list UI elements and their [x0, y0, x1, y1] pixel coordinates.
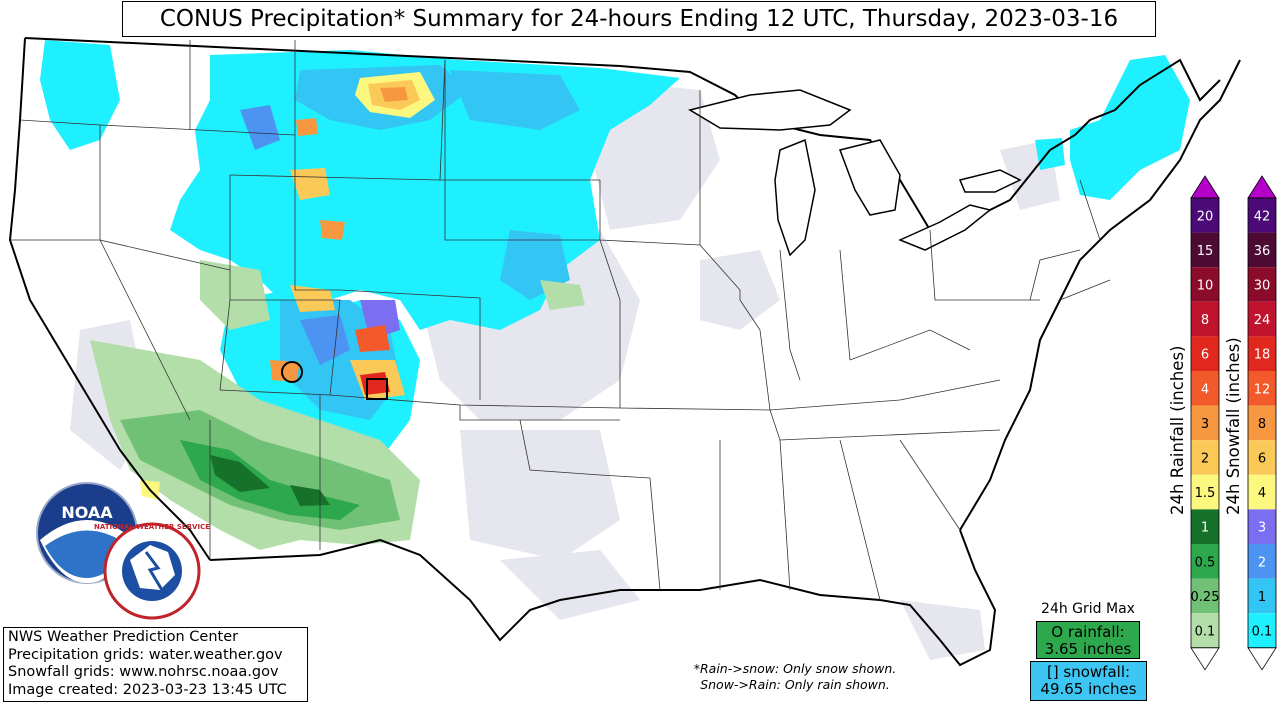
- rain-legend-bottom-arrow: [1190, 647, 1220, 671]
- rain-legend-swatch: [1191, 474, 1219, 510]
- snow-legend-level-label: 1: [1258, 590, 1266, 605]
- rain-legend-level-label: 0.25: [1191, 590, 1220, 605]
- state-borders: [10, 40, 1111, 601]
- rain-legend-label: 24h Rainfall (inches): [1168, 345, 1187, 515]
- rain-legend-level-label: 2: [1201, 452, 1209, 467]
- snow-legend-swatch: [1248, 578, 1276, 614]
- heavy-snow-spots: [270, 72, 435, 400]
- snow-legend-level-label: 0.1: [1252, 625, 1273, 640]
- snow-legend-level-label: 30: [1254, 279, 1271, 294]
- snow-legend-level-label: 3: [1258, 521, 1266, 536]
- rain-legend-swatch: [1191, 336, 1219, 371]
- rainfall-areas: [90, 260, 585, 550]
- rain-legend-swatch: [1191, 509, 1219, 544]
- rain-legend-level-label: 6: [1201, 348, 1209, 363]
- snow-legend-swatch: [1248, 440, 1276, 475]
- snow-legend-level-label: 8: [1258, 417, 1266, 432]
- great-lakes: [688, 89, 1022, 257]
- rain-legend-swatch: [1191, 267, 1219, 302]
- rain-legend-level-label: 1.5: [1195, 486, 1216, 501]
- rain-legend-level-label: 4: [1201, 382, 1209, 397]
- map-title: CONUS Precipitation* Summary for 24-hour…: [122, 1, 1156, 37]
- snow-legend-swatch: [1248, 267, 1276, 302]
- snow-legend: 42 36 30 24 18 12 8 6 4 3 2 1 0.1: [1247, 175, 1277, 671]
- snow-legend-level-label: 18: [1254, 348, 1271, 363]
- snow-legend-swatch: [1248, 474, 1276, 510]
- snow-legend-level-label: 2: [1258, 555, 1266, 570]
- snow-legend-swatch: [1248, 301, 1276, 337]
- grid-max-rainfall-value: 3.65 inches: [1044, 640, 1132, 658]
- credits-box: NWS Weather Prediction Center Precipitat…: [3, 627, 308, 702]
- grid-max-snowfall-label: [] snowfall:: [1046, 663, 1131, 681]
- snow-legend-level-label: 42: [1254, 209, 1271, 224]
- snow-legend-swatch: [1248, 371, 1276, 406]
- snow-legend-level-label: 6: [1258, 452, 1266, 467]
- svg-text:NOAA: NOAA: [61, 503, 113, 522]
- snow-legend-label: 24h Snowfall (inches): [1224, 337, 1243, 515]
- snow-legend-swatch: [1248, 509, 1276, 544]
- rain-legend-swatch: [1191, 613, 1219, 648]
- snow-legend-swatch: [1248, 232, 1276, 268]
- rain-legend-swatch: [1191, 198, 1219, 233]
- credits-line: Precipitation grids: water.weather.gov: [8, 646, 283, 663]
- rain-legend-level-label: 3: [1201, 417, 1209, 432]
- rain-legend: 20 15 10 8 6 4 3 2 1.5 1 0.5 0.25 0.1: [1190, 175, 1220, 671]
- snow-legend-swatch: [1248, 405, 1276, 441]
- grid-max-snowfall-value: 49.65 inches: [1040, 680, 1137, 698]
- snow-legend-swatch: [1248, 613, 1276, 648]
- note-line: *Rain->snow: Only snow shown.: [693, 661, 897, 676]
- rain-legend-level-label: 20: [1197, 209, 1214, 224]
- rain-legend-level-label: 10: [1197, 279, 1214, 294]
- nws-logo: NATIONAL WEATHER SERVICE: [94, 522, 210, 620]
- credits-line: Image created: 2023-03-23 13:45 UTC: [8, 681, 287, 698]
- rain-legend-level-label: 15: [1197, 244, 1214, 259]
- grid-max-rainfall-label: O rainfall:: [1051, 623, 1125, 641]
- grid-max-rainfall: O rainfall: 3.65 inches: [1036, 621, 1140, 659]
- grid-max-snowfall: [] snowfall: 49.65 inches: [1030, 661, 1147, 701]
- snow-legend-level-label: 4: [1258, 486, 1266, 501]
- rain-legend-swatch: [1191, 232, 1219, 268]
- credits-line: NWS Weather Prediction Center: [8, 629, 239, 645]
- rain-legend-swatch: [1191, 301, 1219, 337]
- rain-legend-swatch: [1191, 578, 1219, 614]
- rain-legend-level-label: 0.5: [1195, 555, 1216, 570]
- snow-legend-swatch: [1248, 544, 1276, 579]
- grid-max-label: 24h Grid Max: [1041, 601, 1135, 617]
- snow-legend-level-label: 24: [1254, 313, 1271, 328]
- max-rainfall-marker: [281, 361, 303, 383]
- snow-legend-bottom-arrow: [1247, 647, 1277, 671]
- rain-legend-swatch: [1191, 405, 1219, 441]
- rain-legend-level-label: 8: [1201, 313, 1209, 328]
- rain-legend-level-label: 1: [1201, 521, 1209, 536]
- snow-legend-level-label: 12: [1254, 382, 1271, 397]
- snow-legend-swatch: [1248, 198, 1276, 233]
- rain-legend-swatch: [1191, 544, 1219, 579]
- snow-legend-swatch: [1248, 336, 1276, 371]
- snow-legend-level-label: 36: [1254, 244, 1271, 259]
- credits-line: Snowfall grids: www.nohrsc.noaa.gov: [8, 664, 279, 680]
- rain-legend-level-label: 0.1: [1195, 625, 1216, 640]
- rain-legend-swatch: [1191, 371, 1219, 406]
- svg-text:NATIONAL WEATHER SERVICE: NATIONAL WEATHER SERVICE: [94, 523, 210, 531]
- mixed-precip-note: *Rain->snow: Only snow shown. Snow->Rain…: [660, 661, 930, 693]
- rain-legend-swatch: [1191, 440, 1219, 475]
- note-line: Snow->Rain: Only rain shown.: [700, 677, 890, 692]
- max-snowfall-marker: [366, 378, 388, 400]
